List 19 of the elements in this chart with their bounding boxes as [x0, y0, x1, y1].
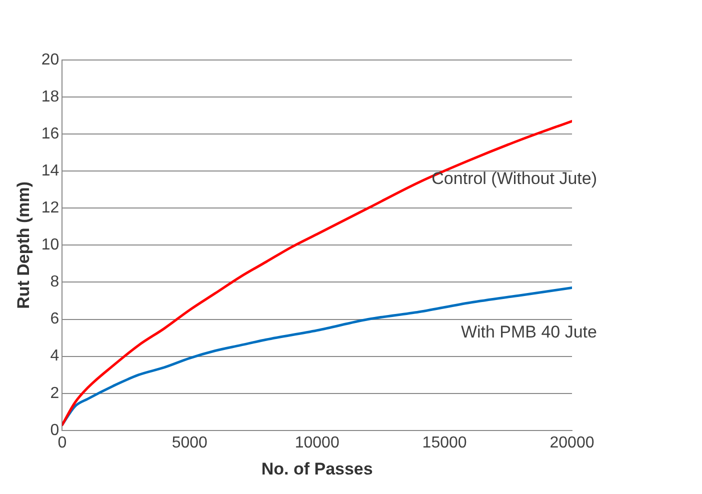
y-axis-title: Rut Depth (mm): [14, 181, 33, 309]
x-tick-label: 5000: [172, 434, 208, 452]
y-tick-label: 8: [50, 274, 60, 291]
y-tick-label: 14: [41, 162, 60, 180]
x-tick-label: 20000: [550, 434, 594, 452]
x-tick-label: 15000: [422, 434, 467, 452]
y-tick-label: 12: [41, 200, 60, 217]
y-tick-label: 10: [41, 236, 60, 254]
x-tick-label: 10000: [294, 434, 340, 452]
y-tick-label: 6: [50, 310, 60, 328]
y-tick-label: 4: [50, 348, 60, 365]
x-axis-title: No. of Passes: [261, 459, 373, 478]
y-tick-label: 2: [50, 384, 60, 402]
series-label: With PMB 40 Jute: [460, 322, 597, 342]
y-tick-label: 16: [41, 125, 60, 142]
y-tick-label: 0: [50, 422, 60, 439]
series-label: Control (Without Jute): [432, 168, 597, 188]
y-tick-label: 20: [41, 51, 60, 68]
y-tick-label: 18: [41, 88, 60, 106]
